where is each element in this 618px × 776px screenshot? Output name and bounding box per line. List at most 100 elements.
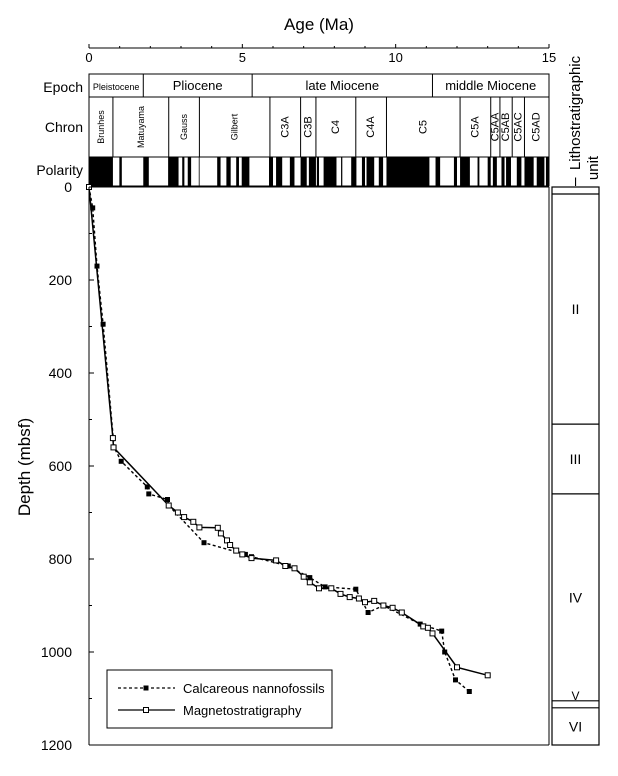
chron-label: C4A [365, 116, 377, 138]
chron-label: C5AB [500, 113, 512, 142]
timescale-bands: Pleistocene Pliocene late Miocene middle Mi… [88, 73, 550, 187]
polarity-normal-interval [89, 157, 113, 186]
polarity-normal-interval [366, 157, 375, 186]
chron-label: C3B [302, 116, 314, 137]
data-point-nannofossils [90, 205, 96, 211]
litho-unit-label: I [574, 175, 577, 189]
x-tick-label: 5 [239, 50, 246, 65]
data-point-magnetostratigraphy [224, 537, 230, 544]
chron-band-label: Chron [45, 119, 83, 135]
data-point-magnetostratigraphy [398, 609, 405, 616]
legend-label-magnetostratigraphy: Magnetostratigraphy [183, 703, 302, 718]
data-point-magnetostratigraphy [110, 444, 117, 451]
data-point-nannofossils [365, 610, 371, 615]
polarity-normal-interval [524, 157, 534, 186]
chron-label: Gauss [179, 113, 189, 140]
data-point-nannofossils [453, 677, 458, 683]
data-point-magnetostratigraphy [248, 555, 255, 562]
data-point-nannofossils [439, 628, 445, 634]
data-point-nannofossils [146, 491, 152, 497]
polarity-normal-interval [361, 157, 365, 186]
polarity-normal-interval [453, 157, 457, 186]
data-point-magnetostratigraphy [273, 557, 280, 564]
y-tick-label: 200 [49, 272, 73, 288]
y-tick-label: 0 [64, 179, 72, 195]
chron-label: Matuyama [136, 106, 146, 148]
polarity-normal-interval [516, 157, 522, 186]
data-point-nannofossils [322, 584, 328, 590]
y-tick-label: 400 [49, 365, 73, 381]
data-point-magnetostratigraphy [165, 502, 172, 509]
chron-label: C4 [330, 120, 342, 134]
litho-title: Lithostratigraphic [567, 55, 584, 170]
y-tick-label: 600 [49, 458, 73, 474]
polarity-normal-interval [545, 157, 549, 186]
chron-label: Brunhes [96, 110, 106, 144]
x-tick-label: 10 [388, 50, 402, 65]
epoch-band-label: Epoch [43, 79, 83, 95]
litho-unit-label: II [572, 301, 580, 317]
chron-label: Gilbert [230, 113, 240, 140]
x-axis-top: 0 5 10 15 [85, 44, 556, 65]
polarity-normal-interval [323, 157, 337, 186]
polarity-normal-interval [460, 157, 470, 186]
polarity-normal-interval [492, 157, 497, 186]
polarity-normal-interval [300, 157, 307, 186]
polarity-normal-interval [386, 157, 430, 186]
polarity-band-label: Polarity [36, 162, 83, 178]
chron-label: C5AD [531, 112, 543, 141]
epoch-label: Pleistocene [93, 82, 140, 92]
data-point-magnetostratigraphy [346, 594, 353, 601]
data-point-magnetostratigraphy [389, 604, 396, 611]
polarity-normal-interval [226, 157, 231, 186]
polarity-normal-interval [506, 157, 511, 186]
plot-area [86, 184, 550, 746]
legend-box [106, 669, 333, 729]
polarity-normal-interval [487, 157, 491, 186]
litho-unit-label: III [570, 451, 582, 467]
chron-label: C3A [279, 116, 291, 138]
data-point-magnetostratigraphy [380, 602, 387, 609]
polarity-normal-interval [308, 157, 316, 186]
data-point-magnetostratigraphy [181, 514, 188, 521]
data-point-magnetostratigraphy [196, 524, 203, 531]
data-point-magnetostratigraphy [233, 547, 240, 554]
litho-unit-label: V [571, 689, 579, 703]
legend: Calcareous nannofossils Magnetostratigra… [106, 669, 333, 729]
polarity-normal-interval [316, 157, 319, 186]
data-point-nannofossils [442, 649, 448, 655]
data-point-magnetostratigraphy [424, 624, 431, 631]
data-point-nannofossils [201, 540, 207, 546]
litho-unit-label: IV [569, 589, 583, 605]
chron-label: C5AA [489, 112, 501, 141]
series-line-magnetostratigraphy [88, 186, 488, 677]
polarity-normal-interval [236, 157, 239, 186]
data-point-magnetostratigraphy [227, 542, 234, 548]
data-point-nannofossils [242, 551, 248, 557]
chron-label: C5 [417, 120, 429, 134]
epoch-label: late Miocene [305, 78, 379, 93]
polarity-normal-interval [289, 157, 295, 186]
legend-label-nannofossils: Calcareous nannofossils [183, 681, 325, 696]
data-point-magnetostratigraphy [306, 579, 313, 586]
data-point-nannofossils [353, 586, 359, 592]
x-tick-label: 0 [85, 50, 92, 65]
y-tick-label: 1200 [41, 737, 72, 753]
data-point-magnetostratigraphy [190, 518, 197, 525]
legend-marker-nannofossils [143, 685, 149, 691]
data-point-nannofossils [466, 689, 472, 694]
data-point-nannofossils [307, 575, 313, 581]
x-axis-title: Age (Ma) [284, 15, 354, 34]
data-point-magnetostratigraphy [337, 590, 344, 597]
polarity-normal-interval [119, 157, 122, 186]
data-point-magnetostratigraphy [174, 509, 181, 516]
polarity-normal-interval [341, 157, 343, 186]
polarity-normal-interval [269, 157, 273, 186]
polarity-normal-interval [378, 157, 384, 186]
litho-frame [551, 186, 600, 746]
polarity-normal-interval [217, 157, 221, 186]
data-point-magnetostratigraphy [214, 524, 221, 531]
polarity-normal-interval [435, 157, 441, 186]
